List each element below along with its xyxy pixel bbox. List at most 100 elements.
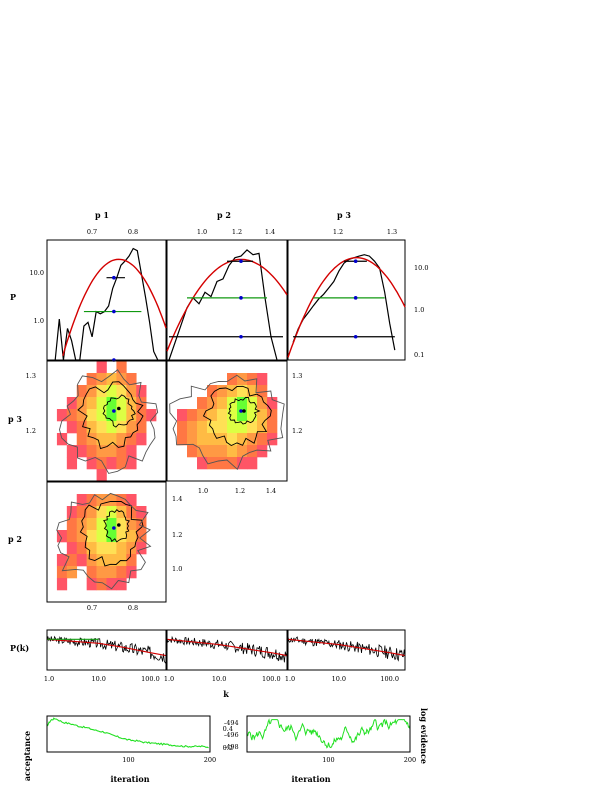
heatmap-cell (136, 385, 147, 398)
heatmap-cell (207, 445, 218, 458)
heatmap-cell (86, 385, 97, 398)
heatmap-cell (76, 409, 87, 422)
heatmap-cell (56, 566, 68, 579)
power-spectrum-model-1 (166, 638, 288, 657)
heatmap-cell (197, 409, 208, 422)
heatmap-cell (96, 373, 107, 386)
heatmap-cell (106, 445, 117, 458)
log-evidence-y-tick-1: -496 (224, 731, 239, 739)
heatmap-cell (76, 385, 87, 398)
pk-label: P(k) (10, 643, 29, 653)
heatmap-cell (96, 530, 107, 543)
joint-p2-p3-frame (166, 360, 288, 482)
heatmap-cell (106, 433, 117, 446)
heatmap-cell (116, 397, 127, 410)
joint-p1-p3-panel: 1.3 1.2 (26, 360, 167, 482)
marginal-p3-marker-1 (353, 296, 358, 300)
power-spectrum-data-2 (287, 636, 406, 662)
acceptance-x-tick-0: 100 (122, 756, 134, 764)
marginal-p1-y-tick-0: 10.0 (30, 269, 44, 277)
heatmap-cell (56, 530, 68, 543)
heatmap-cell (247, 385, 258, 398)
marginal-p2-marker-2 (239, 334, 243, 339)
row-label-p3: p 3 (8, 414, 22, 424)
heatmap-cell (197, 421, 208, 434)
marginal-p2-model-curve (166, 258, 288, 352)
heatmap-cell (227, 445, 238, 458)
heatmap-cell (126, 421, 137, 434)
heatmap-cell (106, 506, 117, 519)
iteration-label-right: iteration (291, 774, 330, 784)
marginal-p1-model-curve (62, 258, 167, 356)
heatmap-cell (96, 566, 107, 579)
heatmap-cell (116, 433, 127, 446)
heatmap-cell (96, 506, 107, 519)
log-evidence-x-tick-0: 100 (322, 756, 334, 764)
heatmap-cell (106, 457, 117, 470)
heatmap-cell (106, 530, 117, 543)
heatmap-cell (177, 433, 188, 446)
heatmap-cell (106, 566, 117, 579)
heatmap-cell (237, 385, 248, 398)
joint-p2-p3-mode-marker (239, 409, 243, 413)
heatmap-cell (257, 373, 268, 386)
heatmap-cell (257, 421, 268, 434)
heatmap-cell (126, 457, 137, 470)
heatmap-cell (106, 578, 117, 591)
heatmap-cell (227, 385, 238, 398)
power-spectrum-x-tick-2-1: 10.0 (332, 675, 346, 683)
heatmap-cell (116, 385, 127, 398)
heatmap-cell (86, 421, 97, 434)
marginal-p1-frame (46, 239, 167, 361)
acceptance-frame (46, 715, 211, 753)
power-spectrum-x-tick-1-0: 1.0 (164, 675, 174, 683)
heatmap-cell (96, 409, 107, 422)
marginal-p3-panel: 1.2 1.3 10.0 1.0 0.1 (287, 228, 428, 361)
heatmap-cell (247, 409, 258, 422)
heatmap-cell (227, 457, 238, 470)
heatmap-cell (86, 566, 97, 579)
power-spectrum-panel-2: 1.0 10.0 100.0 (285, 629, 406, 683)
marginal-p1-histogram (54, 247, 159, 361)
joint-p1-p2-frame (46, 481, 167, 603)
heatmap-cell (126, 566, 137, 579)
marginal-p3-histogram (292, 254, 396, 351)
heatmap-cell (96, 445, 107, 458)
heatmap-cell (56, 409, 68, 422)
heatmap-cell (86, 445, 97, 458)
joint-p1-p3-y-tick-1: 1.2 (26, 427, 36, 435)
heatmap-cell (217, 409, 228, 422)
heatmap-cell (116, 409, 127, 422)
heatmap-cell (257, 445, 268, 458)
heatmap-cell (106, 494, 117, 507)
log-evidence-frame (246, 715, 411, 753)
heatmap-cell (116, 542, 127, 555)
heatmap-cell (126, 433, 137, 446)
joint-p1-p3-mode-marker (112, 409, 116, 413)
heatmap-cell (86, 542, 97, 555)
joint-p1-p2-x-tick-1: 0.8 (128, 604, 138, 612)
heatmap-cell (76, 433, 87, 446)
heatmap-cell (207, 433, 218, 446)
heatmap-cell (126, 554, 137, 567)
marginal-p3-y-tick-2: 0.1 (414, 351, 424, 359)
heatmap-cell (126, 373, 137, 386)
heatmap-cell (86, 578, 97, 591)
power-spectrum-x-tick-2-2: 100.0 (380, 675, 399, 683)
heatmap-cell (217, 445, 228, 458)
marginal-p2-x-tick-1: 1.2 (232, 228, 242, 236)
heatmap-cell (76, 445, 87, 458)
power-spectrum-x-tick-0-0: 1.0 (44, 675, 54, 683)
log-evidence-label: log evidence (419, 708, 429, 764)
marginal-p2-x-tick-2: 1.4 (265, 228, 275, 236)
heatmap-cell (86, 506, 97, 519)
heatmap-cell (96, 578, 107, 591)
joint-p1-p3-y-tick-0: 1.3 (26, 372, 36, 380)
heatmap-cell (247, 457, 258, 470)
heatmap-cell (197, 433, 208, 446)
heatmap-cell (76, 518, 87, 531)
joint-p2-p3-contour-2 (169, 374, 285, 471)
heatmap-cell (136, 421, 147, 434)
heatmap-cell (267, 397, 278, 410)
